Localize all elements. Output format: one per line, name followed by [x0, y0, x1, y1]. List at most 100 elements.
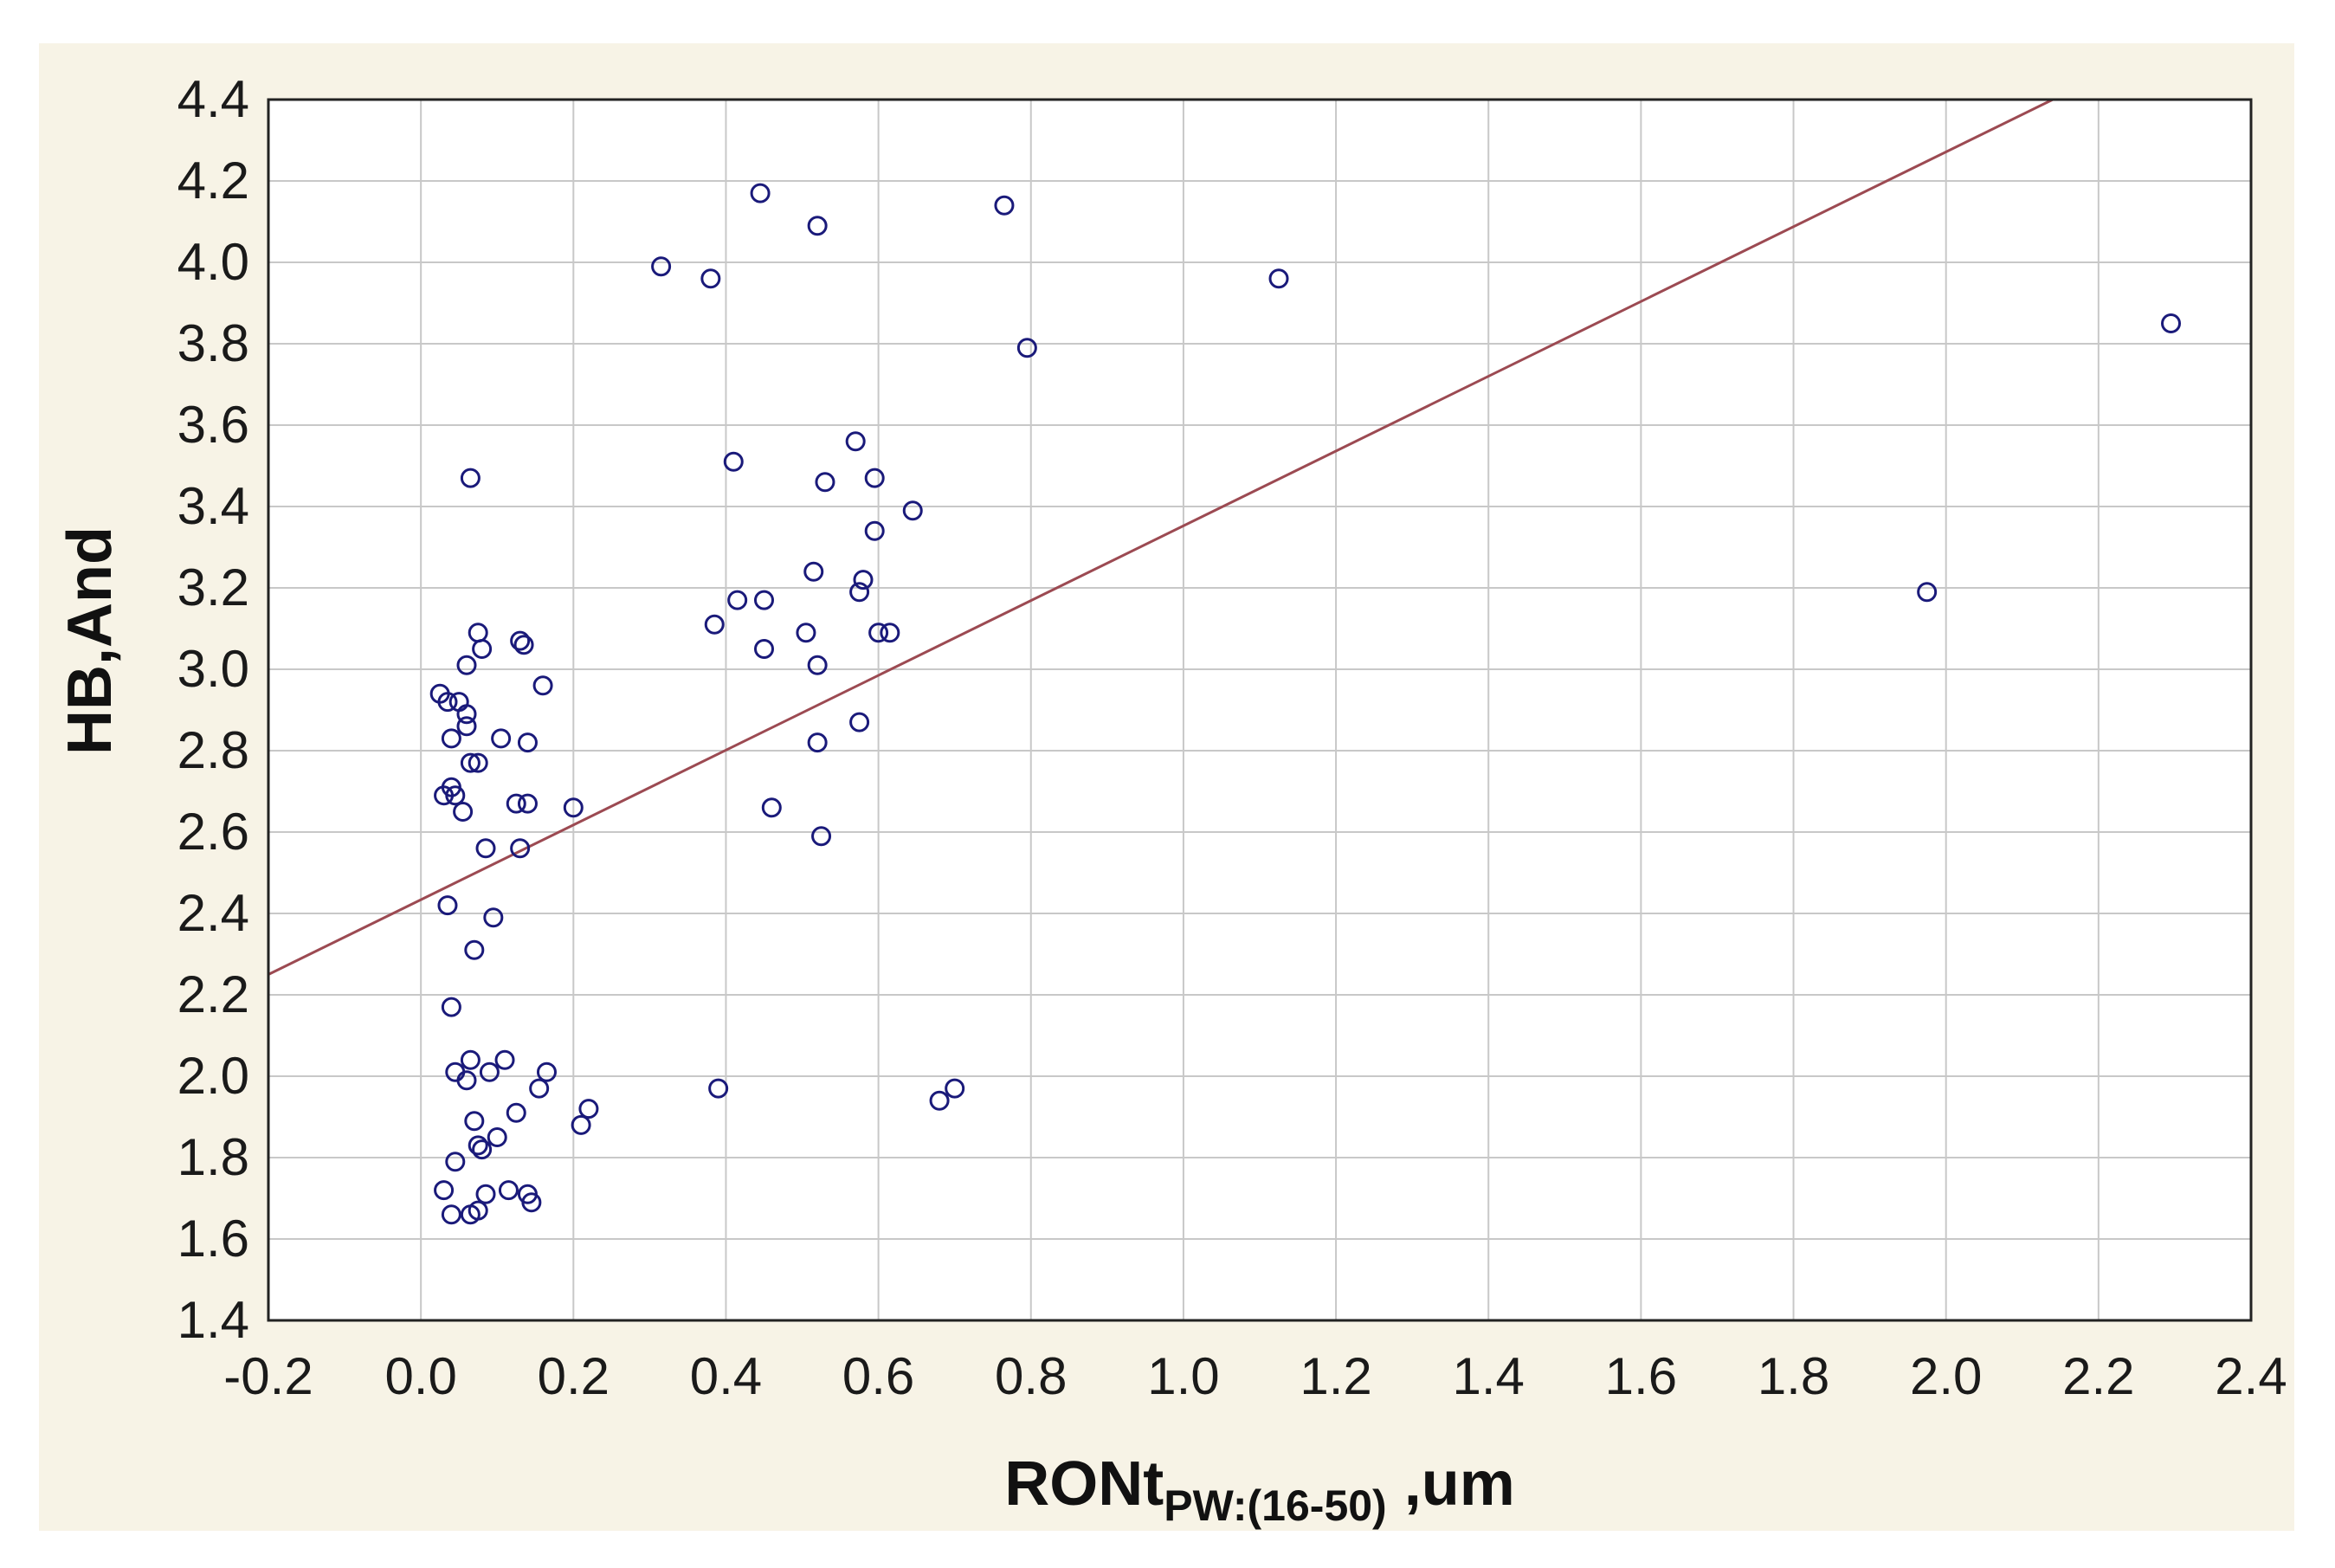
data-point [464, 939, 485, 960]
data-point [750, 183, 771, 203]
data-point [510, 838, 531, 859]
x-tick-label: 1.6 [1605, 1347, 1677, 1405]
x-tick-label: 2.4 [2215, 1347, 2287, 1405]
y-tick-label: 1.6 [177, 1210, 249, 1268]
y-axis-title: HB,And [55, 526, 125, 755]
data-point [441, 997, 461, 1017]
y-axis-tick-labels: 1.4 1.6 1.8 2.0 2.2 2.4 2.6 2.8 3.0 3.2 3.4 3.6 3.8 4… [177, 70, 249, 1349]
data-point [460, 468, 481, 488]
x-axis-title-unit: ,um [1387, 1449, 1515, 1519]
data-point [460, 752, 481, 773]
y-tick-label: 1.8 [177, 1128, 249, 1186]
x-tick-label: 1.2 [1300, 1347, 1371, 1405]
data-point [475, 838, 496, 859]
data-point [845, 431, 866, 452]
data-point [494, 1049, 515, 1070]
data-point [472, 1139, 493, 1160]
data-point [453, 802, 474, 822]
data-point [437, 692, 458, 713]
data-point [754, 639, 774, 659]
data-point [761, 797, 782, 818]
data-point [456, 716, 477, 737]
data-point [571, 1114, 591, 1135]
data-point [532, 675, 553, 696]
data-point [445, 785, 466, 806]
data-point [2161, 313, 2182, 333]
x-axis-tick-labels: -0.2 0.0 0.2 0.4 0.6 0.8 1.0 1.2 1.4 1.6 1.8 2.0 2.2… [223, 1347, 2287, 1405]
data-point [506, 793, 526, 814]
y-tick-label: 4.4 [177, 70, 249, 128]
data-point [460, 1049, 481, 1070]
data-point [700, 268, 721, 289]
data-point [563, 797, 584, 818]
data-point [441, 728, 461, 749]
y-tick-label: 2.6 [177, 803, 249, 861]
plot-border [267, 98, 2253, 1322]
data-point [536, 1061, 557, 1082]
data-point [468, 1135, 488, 1156]
x-tick-label: 0.8 [995, 1347, 1067, 1405]
data-point [491, 728, 512, 749]
data-point [506, 1102, 526, 1123]
data-point [807, 732, 828, 753]
data-point [517, 732, 538, 753]
data-point [994, 195, 1015, 216]
data-point [529, 1078, 550, 1099]
data-point [811, 826, 832, 847]
data-point [796, 623, 816, 643]
data-points [429, 183, 2182, 1225]
data-point [708, 1078, 729, 1099]
y-tick-label: 3.0 [177, 640, 249, 698]
x-axis-title-subscript: PW:(16-50) [1164, 1481, 1386, 1530]
data-point [880, 623, 900, 643]
x-tick-label: -0.2 [223, 1347, 313, 1405]
data-point [651, 256, 672, 277]
data-point [441, 1204, 461, 1225]
x-tick-label: 0.2 [538, 1347, 610, 1405]
data-point [807, 216, 828, 236]
data-point [479, 1061, 500, 1082]
data-point [456, 1070, 477, 1091]
data-point [864, 520, 885, 541]
data-point [945, 1078, 965, 1099]
data-point [578, 1099, 599, 1120]
data-point [483, 907, 504, 928]
data-point [434, 1180, 455, 1201]
data-point [472, 639, 493, 659]
data-point [437, 895, 458, 916]
data-point [487, 1127, 507, 1147]
data-point [510, 630, 531, 651]
data-point [853, 570, 874, 590]
data-point [868, 623, 889, 643]
data-point [521, 1192, 542, 1213]
x-tick-label: 1.4 [1453, 1347, 1525, 1405]
data-point [1917, 582, 1938, 603]
data-point [475, 1184, 496, 1204]
data-point [727, 590, 748, 610]
data-point [498, 1180, 519, 1201]
data-point [929, 1090, 950, 1111]
y-tick-label: 4.0 [177, 233, 249, 291]
x-tick-label: 2.0 [1910, 1347, 1982, 1405]
x-axis-title-main: RONt [1004, 1449, 1164, 1519]
y-tick-label: 3.2 [177, 558, 249, 616]
y-tick-label: 2.8 [177, 721, 249, 779]
data-point [815, 472, 835, 493]
data-point [864, 468, 885, 488]
data-point [468, 752, 488, 773]
y-tick-label: 4.2 [177, 152, 249, 210]
y-tick-label: 2.2 [177, 965, 249, 1023]
plot-area [268, 100, 2251, 1320]
x-tick-label: 0.4 [690, 1347, 762, 1405]
gridlines [268, 99, 2252, 1321]
x-tick-label: 1.8 [1758, 1347, 1829, 1405]
data-point [456, 704, 477, 725]
data-point [1268, 268, 1289, 289]
data-point [1016, 338, 1037, 358]
y-tick-label: 3.8 [177, 314, 249, 372]
data-point [902, 500, 923, 521]
data-point [445, 1152, 466, 1172]
y-tick-label: 3.4 [177, 477, 249, 535]
